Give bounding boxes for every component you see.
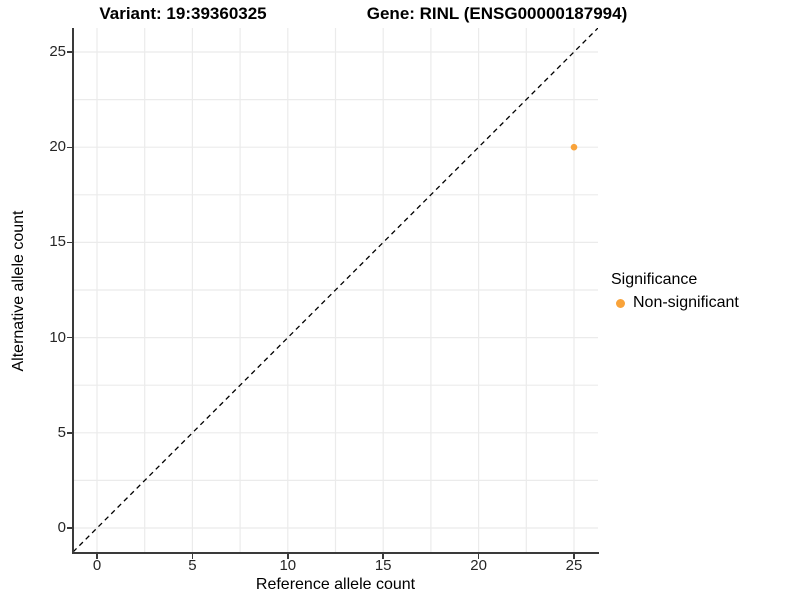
x-axis-line bbox=[72, 552, 599, 554]
legend: Significance Non-significant bbox=[611, 271, 739, 312]
identity-line bbox=[72, 27, 599, 553]
x-tick-label-20: 20 bbox=[470, 557, 487, 574]
legend-item-non-significant: Non-significant bbox=[611, 294, 739, 312]
gene-title: Gene: RINL (ENSG00000187994) bbox=[366, 4, 628, 23]
legend-key-dot-icon bbox=[616, 299, 625, 308]
x-tick-label-25: 25 bbox=[565, 557, 583, 574]
y-axis-title: Alternative allele count bbox=[10, 210, 27, 372]
y-tick-label-10: 10 bbox=[49, 328, 66, 346]
plot-panel bbox=[72, 27, 599, 553]
plot-canvas bbox=[72, 27, 599, 553]
legend-item-label: Non-significant bbox=[633, 294, 739, 311]
legend-title: Significance bbox=[611, 271, 698, 288]
x-tick-label-5: 5 bbox=[188, 557, 197, 574]
x-tick-15 bbox=[382, 553, 384, 559]
variant-title: Variant: 19:39360325 bbox=[99, 4, 267, 23]
y-axis-line bbox=[72, 28, 74, 554]
x-tick-label-15: 15 bbox=[374, 557, 392, 574]
y-tick-25 bbox=[67, 51, 72, 53]
y-tick-label-5: 5 bbox=[57, 423, 66, 441]
x-tick-0 bbox=[96, 553, 98, 559]
x-tick-label-10: 10 bbox=[279, 557, 297, 574]
y-tick-label-25: 25 bbox=[49, 43, 66, 60]
y-tick-5 bbox=[67, 432, 72, 434]
y-tick-10 bbox=[67, 336, 72, 339]
x-tick-label-0: 0 bbox=[92, 557, 102, 574]
x-tick-10 bbox=[287, 553, 289, 559]
data-point bbox=[570, 143, 578, 151]
gridlines bbox=[73, 28, 598, 552]
y-tick-20 bbox=[67, 146, 72, 148]
x-tick-5 bbox=[191, 553, 194, 559]
y-tick-0 bbox=[67, 527, 72, 529]
y-tick-label-0: 0 bbox=[57, 519, 66, 536]
y-tick-label-15: 15 bbox=[49, 233, 66, 251]
y-tick-label-20: 20 bbox=[49, 138, 66, 156]
y-tick-15 bbox=[67, 241, 72, 244]
x-axis-title: Reference allele count bbox=[255, 576, 416, 593]
x-tick-20 bbox=[477, 553, 480, 559]
x-tick-25 bbox=[573, 553, 575, 559]
